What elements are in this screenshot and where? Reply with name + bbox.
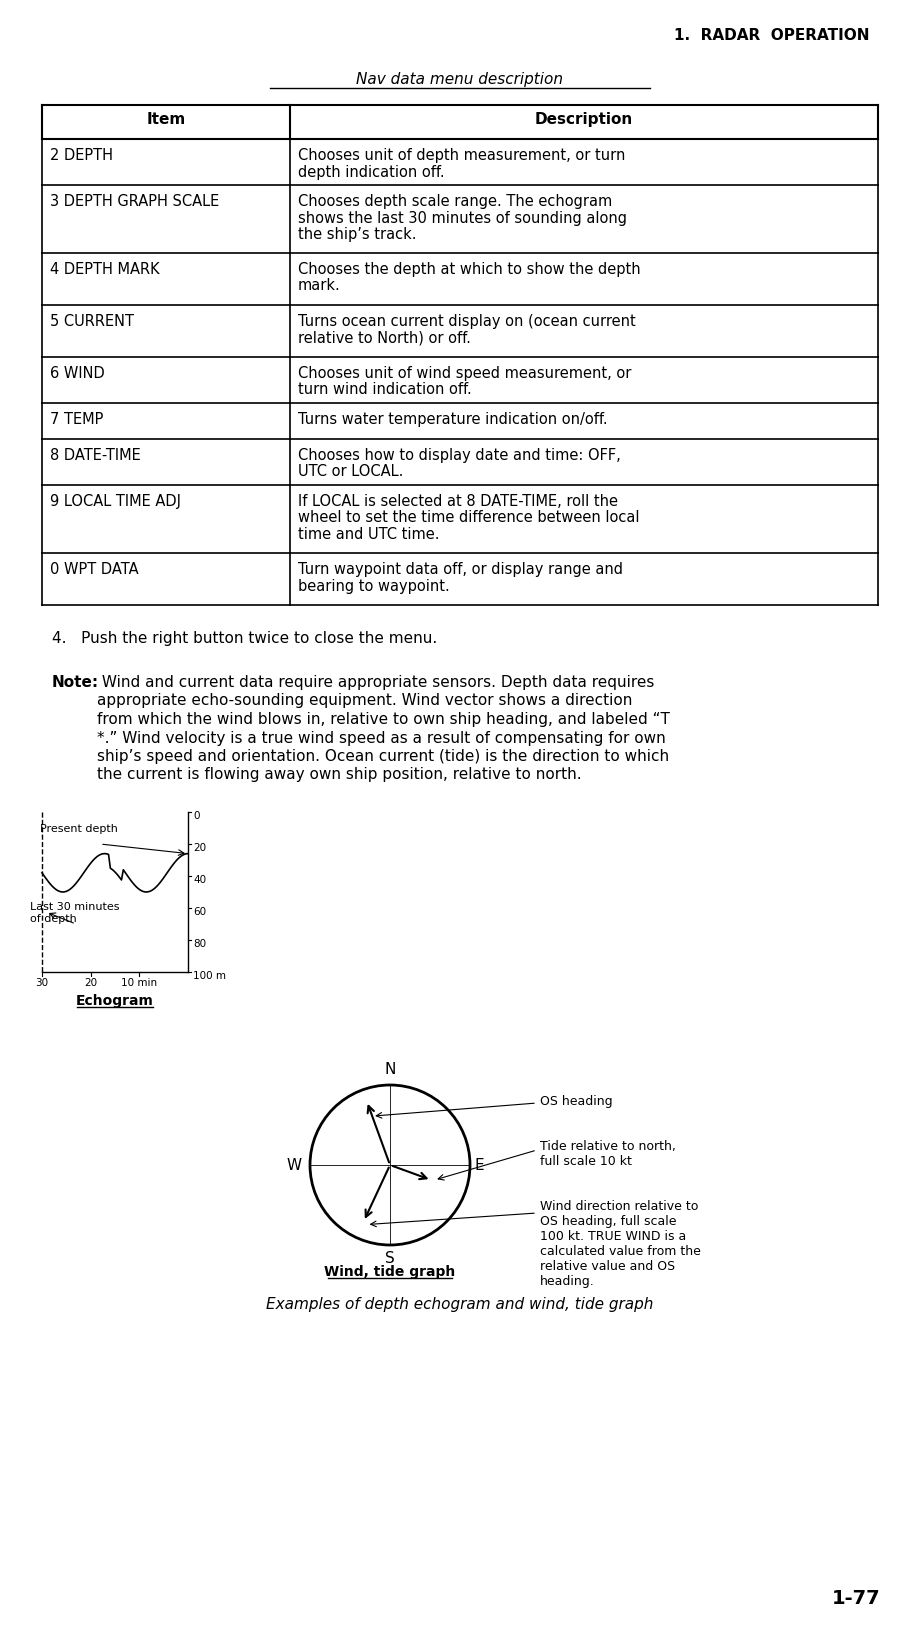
Text: bearing to waypoint.: bearing to waypoint. [298,578,449,594]
Text: N: N [384,1062,395,1077]
Text: wheel to set the time difference between local: wheel to set the time difference between… [298,511,639,526]
Text: Chooses unit of depth measurement, or turn: Chooses unit of depth measurement, or tu… [298,149,625,163]
Text: E: E [474,1157,484,1172]
Text: Wind and current data require appropriate sensors. Depth data requires: Wind and current data require appropriat… [96,676,653,690]
Text: 1-77: 1-77 [831,1590,879,1608]
Text: 3 DEPTH GRAPH SCALE: 3 DEPTH GRAPH SCALE [50,194,219,209]
Text: Chooses depth scale range. The echogram: Chooses depth scale range. The echogram [298,194,611,209]
Text: Present depth: Present depth [40,824,118,834]
Text: Turn waypoint data off, or display range and: Turn waypoint data off, or display range… [298,561,622,578]
Text: 20: 20 [193,844,206,854]
Text: Turns water temperature indication on/off.: Turns water temperature indication on/of… [298,411,607,428]
Text: the current is flowing away own ship position, relative to north.: the current is flowing away own ship pos… [96,767,581,782]
Text: Note:: Note: [52,676,99,690]
Text: 60: 60 [193,907,206,917]
Text: 4 DEPTH MARK: 4 DEPTH MARK [50,263,160,277]
Text: turn wind indication off.: turn wind indication off. [298,382,471,398]
Text: time and UTC time.: time and UTC time. [298,527,439,542]
Text: UTC or LOCAL.: UTC or LOCAL. [298,465,403,480]
Text: W: W [287,1157,301,1172]
Text: Chooses how to display date and time: OFF,: Chooses how to display date and time: OF… [298,449,620,463]
Text: 5 CURRENT: 5 CURRENT [50,313,134,330]
Text: 20: 20 [84,978,97,987]
Text: 80: 80 [193,938,206,948]
Text: OS heading: OS heading [539,1095,612,1108]
Text: 10 min: 10 min [121,978,157,987]
Text: If LOCAL is selected at 8 DATE-TIME, roll the: If LOCAL is selected at 8 DATE-TIME, rol… [298,494,618,509]
Text: depth indication off.: depth indication off. [298,165,444,180]
Text: appropriate echo-sounding equipment. Wind vector shows a direction: appropriate echo-sounding equipment. Win… [96,694,631,708]
Text: Turns ocean current display on (ocean current: Turns ocean current display on (ocean cu… [298,313,635,330]
Text: 100 m: 100 m [193,971,226,981]
Text: 2 DEPTH: 2 DEPTH [50,149,113,163]
Text: 8 DATE-TIME: 8 DATE-TIME [50,449,141,463]
Text: Examples of depth echogram and wind, tide graph: Examples of depth echogram and wind, tid… [266,1297,653,1312]
Text: 1.  RADAR  OPERATION: 1. RADAR OPERATION [674,28,869,42]
Text: Tide relative to north,
full scale 10 kt: Tide relative to north, full scale 10 kt [539,1141,675,1169]
Text: relative to North) or off.: relative to North) or off. [298,331,471,346]
Text: shows the last 30 minutes of sounding along: shows the last 30 minutes of sounding al… [298,211,627,225]
Text: 6 WIND: 6 WIND [50,366,105,380]
Text: Description: Description [534,113,632,127]
Text: the ship’s track.: the ship’s track. [298,227,416,242]
Text: ship’s speed and orientation. Ocean current (tide) is the direction to which: ship’s speed and orientation. Ocean curr… [96,749,668,764]
Text: 40: 40 [193,875,206,885]
Text: Last 30 minutes
of depth: Last 30 minutes of depth [30,902,119,924]
Text: 7 TEMP: 7 TEMP [50,411,103,428]
Text: 30: 30 [36,978,49,987]
Text: Echogram: Echogram [76,994,153,1009]
Text: Nav data menu description: Nav data menu description [357,72,563,86]
Text: *.” Wind velocity is a true wind speed as a result of compensating for own: *.” Wind velocity is a true wind speed a… [96,731,665,746]
Text: S: S [385,1252,394,1266]
Text: Wind direction relative to
OS heading, full scale
100 kt. TRUE WIND is a
calcula: Wind direction relative to OS heading, f… [539,1200,700,1288]
Text: 0: 0 [193,811,199,821]
Text: 9 LOCAL TIME ADJ: 9 LOCAL TIME ADJ [50,494,181,509]
Text: 0 WPT DATA: 0 WPT DATA [50,561,139,578]
Text: Chooses the depth at which to show the depth: Chooses the depth at which to show the d… [298,263,640,277]
Text: from which the wind blows in, relative to own ship heading, and labeled “T: from which the wind blows in, relative t… [96,712,669,726]
Text: Chooses unit of wind speed measurement, or: Chooses unit of wind speed measurement, … [298,366,630,380]
Text: Wind, tide graph: Wind, tide graph [324,1265,455,1279]
Text: mark.: mark. [298,279,340,294]
Text: 4.   Push the right button twice to close the menu.: 4. Push the right button twice to close … [52,632,437,646]
Text: Item: Item [146,113,186,127]
